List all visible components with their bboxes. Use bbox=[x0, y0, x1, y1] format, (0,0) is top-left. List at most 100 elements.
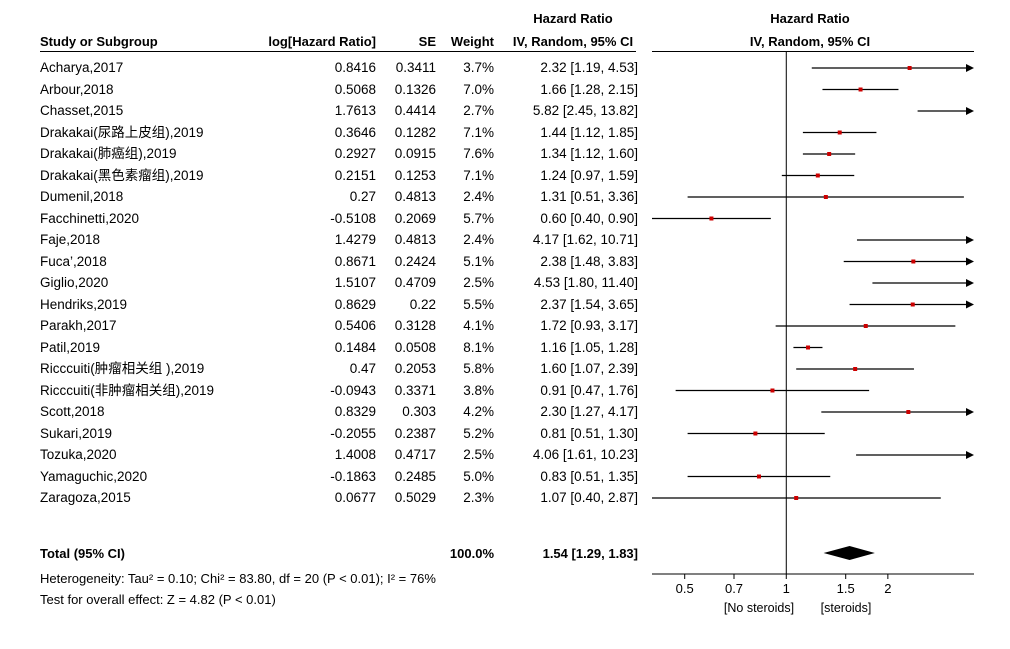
study-ci: 2.37 [1.54, 3.65] bbox=[540, 296, 638, 312]
study-loghr: 0.27 bbox=[349, 189, 376, 204]
study-name: Dumenil,2018 bbox=[40, 189, 124, 204]
study-loghr: -0.1863 bbox=[330, 468, 376, 484]
ci-arrow bbox=[966, 236, 974, 244]
study-loghr: 0.8416 bbox=[334, 60, 376, 75]
study-loghr: 0.47 bbox=[349, 361, 376, 376]
study-se: 0.4813 bbox=[394, 189, 436, 204]
study-name: Ricccuiti(非肿瘤相关组),2019 bbox=[40, 382, 215, 398]
total-ci: 1.54 [1.29, 1.83] bbox=[542, 546, 638, 561]
study-ci: 0.91 [0.47, 1.76] bbox=[540, 382, 638, 398]
study-loghr: 0.2927 bbox=[334, 146, 376, 161]
study-weight: 8.1% bbox=[463, 339, 494, 355]
heterogeneity-text: Heterogeneity: Tau² = 0.10; Chi² = 83.80… bbox=[40, 571, 436, 586]
header-hazard-ratio-left: Hazard Ratio bbox=[533, 11, 613, 26]
study-name: Yamaguchic,2020 bbox=[40, 468, 148, 484]
study-weight: 3.8% bbox=[463, 382, 494, 398]
study-name: Hendriks,2019 bbox=[40, 296, 128, 312]
header-hazard-ratio-right: Hazard Ratio bbox=[770, 11, 850, 26]
study-name: Drakakai(肺癌组),2019 bbox=[40, 146, 177, 161]
study-name: Drakakai(尿路上皮组),2019 bbox=[40, 124, 204, 140]
study-se: 0.0508 bbox=[394, 339, 436, 355]
study-se: 0.3128 bbox=[394, 318, 436, 333]
study-ci: 1.07 [0.40, 2.87] bbox=[540, 490, 638, 505]
point-estimate bbox=[823, 195, 828, 199]
study-ci: 2.38 [1.48, 3.83] bbox=[540, 253, 638, 269]
study-se: 0.4717 bbox=[394, 447, 436, 462]
study-weight: 2.7% bbox=[463, 103, 494, 118]
study-weight: 7.1% bbox=[463, 124, 494, 140]
study-name: Parakh,2017 bbox=[40, 318, 117, 333]
study-loghr: 0.2151 bbox=[334, 167, 376, 183]
ci-arrow bbox=[966, 257, 974, 266]
header-ci-right: IV, Random, 95% CI bbox=[749, 34, 871, 49]
study-ci: 1.44 [1.12, 1.85] bbox=[540, 124, 638, 140]
study-name: Acharya,2017 bbox=[40, 60, 124, 75]
study-weight: 2.4% bbox=[463, 232, 494, 247]
study-loghr: 0.3646 bbox=[334, 124, 376, 140]
study-loghr: -0.2055 bbox=[330, 425, 376, 441]
study-ci: 1.34 [1.12, 1.60] bbox=[540, 146, 638, 161]
header-se: SE bbox=[418, 34, 436, 49]
study-weight: 4.2% bbox=[463, 404, 494, 419]
study-loghr: 0.5068 bbox=[334, 81, 376, 97]
point-estimate bbox=[827, 152, 832, 156]
point-estimate bbox=[858, 87, 863, 92]
study-loghr: 0.8671 bbox=[334, 253, 376, 269]
study-weight: 2.5% bbox=[463, 447, 494, 462]
pooled-diamond bbox=[823, 546, 875, 560]
point-estimate bbox=[756, 474, 761, 479]
point-estimate bbox=[753, 431, 758, 436]
study-ci: 2.32 [1.19, 4.53] bbox=[540, 60, 638, 75]
study-loghr: -0.0943 bbox=[330, 382, 376, 398]
study-weight: 4.1% bbox=[463, 318, 494, 333]
study-se: 0.1253 bbox=[394, 167, 436, 183]
study-weight: 5.1% bbox=[463, 253, 494, 269]
study-ci: 1.24 [0.97, 1.59] bbox=[540, 167, 638, 183]
study-se: 0.2053 bbox=[394, 361, 436, 376]
study-se: 0.3411 bbox=[395, 60, 436, 75]
study-se: 0.5029 bbox=[394, 490, 436, 505]
header-underline-right bbox=[652, 51, 974, 52]
study-ci: 4.17 [1.62, 10.71] bbox=[532, 232, 638, 247]
study-ci: 0.81 [0.51, 1.30] bbox=[540, 425, 638, 441]
study-name: Giglio,2020 bbox=[40, 275, 109, 290]
study-name: Chasset,2015 bbox=[40, 103, 124, 118]
study-name: Facchinetti,2020 bbox=[40, 210, 140, 226]
study-loghr: 0.1484 bbox=[334, 339, 376, 355]
point-estimate bbox=[906, 410, 911, 414]
header-weight: Weight bbox=[450, 34, 494, 49]
study-loghr: 0.8329 bbox=[334, 404, 376, 419]
study-se: 0.303 bbox=[402, 404, 436, 419]
point-estimate bbox=[770, 388, 775, 393]
study-se: 0.1326 bbox=[394, 81, 436, 97]
study-name: Arbour,2018 bbox=[40, 81, 114, 97]
study-ci: 5.82 [2.45, 13.82] bbox=[532, 103, 638, 118]
study-weight: 5.7% bbox=[463, 210, 494, 226]
study-se: 0.4813 bbox=[394, 232, 436, 247]
study-ci: 1.72 [0.93, 3.17] bbox=[540, 318, 638, 333]
study-name: Faje,2018 bbox=[40, 232, 101, 247]
study-weight: 2.3% bbox=[463, 490, 494, 505]
study-ci: 2.30 [1.27, 4.17] bbox=[540, 404, 638, 419]
header-ci-left: IV, Random, 95% CI bbox=[512, 34, 634, 49]
header-study: Study or Subgroup bbox=[40, 34, 158, 49]
point-estimate bbox=[853, 367, 858, 371]
x-tick-label: 2 bbox=[884, 581, 891, 596]
study-weight: 5.5% bbox=[463, 296, 494, 312]
total-label: Total (95% CI) bbox=[40, 546, 125, 561]
ci-arrow bbox=[966, 300, 974, 309]
study-weight: 5.0% bbox=[463, 468, 494, 484]
study-se: 0.22 bbox=[409, 296, 436, 312]
point-estimate bbox=[709, 216, 714, 221]
study-name: Tozuka,2020 bbox=[40, 447, 117, 462]
x-tick-label: 0.5 bbox=[676, 581, 694, 596]
study-weight: 7.1% bbox=[463, 167, 494, 183]
point-estimate bbox=[863, 324, 868, 328]
study-ci: 1.60 [1.07, 2.39] bbox=[540, 361, 638, 376]
study-weight: 2.5% bbox=[463, 275, 494, 290]
ci-arrow bbox=[966, 279, 974, 287]
study-name: Zaragoza,2015 bbox=[40, 490, 131, 505]
study-loghr: 0.8629 bbox=[334, 296, 376, 312]
study-se: 0.1282 bbox=[394, 124, 436, 140]
